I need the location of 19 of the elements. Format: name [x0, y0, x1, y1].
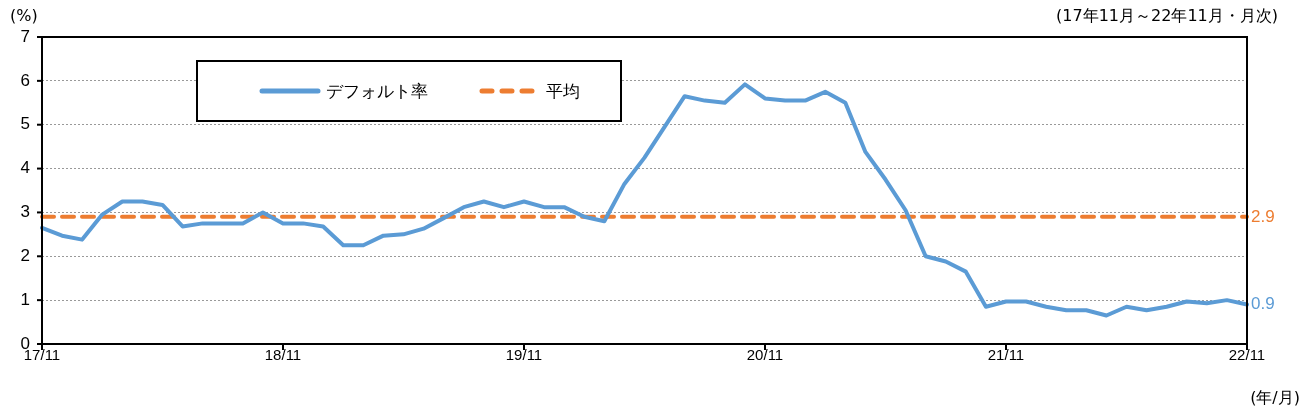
y-tick-label: 7 — [20, 26, 30, 46]
y-tick-label: 4 — [20, 158, 30, 178]
y-axis-title: (%) — [10, 6, 38, 25]
y-tick-label: 6 — [20, 70, 30, 90]
x-tick-label: 19/11 — [505, 346, 543, 364]
legend-label: 平均 — [546, 79, 580, 103]
x-tick-label: 22/11 — [1228, 346, 1266, 364]
x-tick-label: 21/11 — [987, 346, 1025, 364]
y-tick-label: 3 — [20, 202, 30, 222]
data-label: 0.9 — [1251, 294, 1275, 314]
x-tick-label: 18/11 — [264, 346, 302, 364]
x-tick-label: 20/11 — [746, 346, 784, 364]
y-tick-label: 5 — [20, 114, 30, 134]
y-tick-label: 1 — [20, 289, 30, 309]
data-label: 2.9 — [1251, 206, 1275, 226]
x-axis-title: (年/月) — [1250, 388, 1300, 409]
text: (17年11月～22年11月・月次) — [1056, 6, 1278, 27]
y-tick-label: 2 — [20, 245, 30, 265]
legend-label: デフォルト率 — [326, 79, 428, 103]
